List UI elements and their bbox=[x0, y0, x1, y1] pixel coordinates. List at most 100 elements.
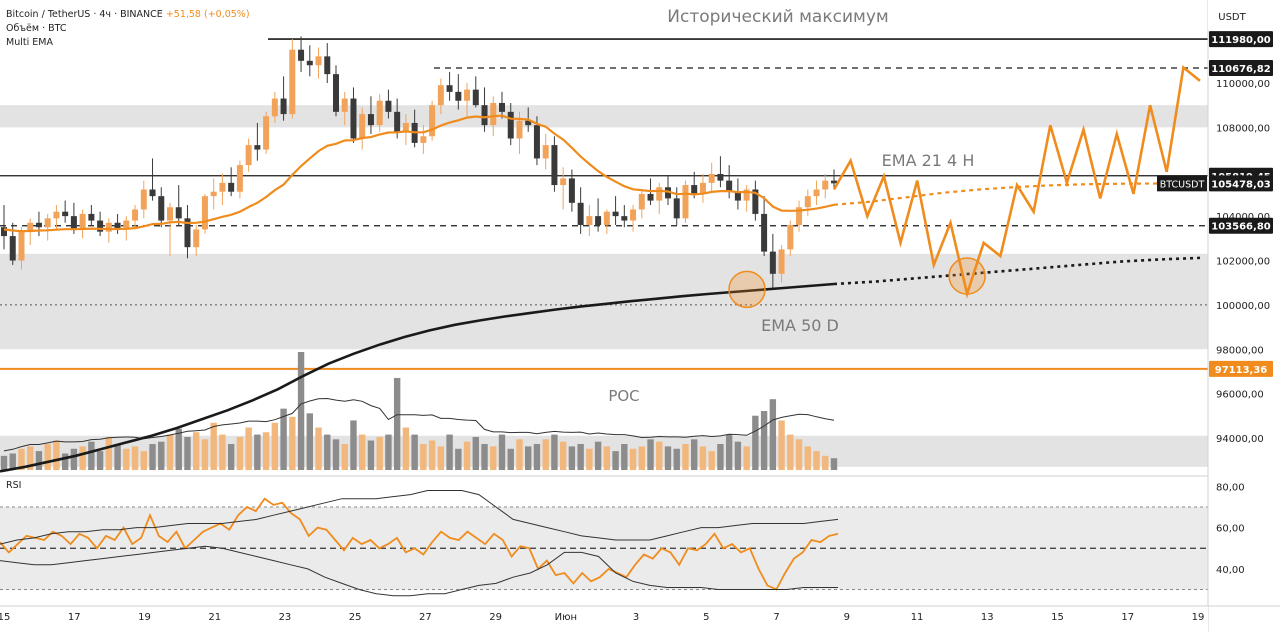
candle-body bbox=[481, 105, 488, 126]
volume-bar bbox=[822, 455, 829, 470]
time-tick-label: 19 bbox=[138, 612, 151, 623]
candle-body bbox=[350, 98, 357, 139]
candle-body bbox=[778, 249, 785, 274]
candle-body bbox=[385, 100, 392, 112]
volume-bar bbox=[201, 439, 209, 470]
volume-bar bbox=[385, 434, 392, 470]
volume-bar bbox=[70, 448, 78, 470]
candle-body bbox=[193, 229, 200, 248]
volume-bar bbox=[53, 440, 60, 470]
volume-bar bbox=[105, 436, 113, 470]
volume-bar bbox=[376, 436, 383, 470]
candle-body bbox=[27, 222, 34, 232]
candle-body bbox=[813, 189, 820, 197]
candle-body bbox=[769, 251, 776, 274]
candle-body bbox=[271, 98, 278, 117]
volume-bar bbox=[542, 439, 549, 470]
volume-bar bbox=[402, 427, 410, 470]
volume-bar bbox=[603, 446, 611, 470]
volume-bar bbox=[437, 446, 445, 470]
volume-bar bbox=[813, 451, 820, 470]
candle-body bbox=[682, 185, 689, 219]
volume-bar bbox=[114, 444, 121, 470]
level-tag-current bbox=[1209, 175, 1273, 192]
time-tick-label: 13 bbox=[981, 612, 994, 623]
candle-body bbox=[603, 211, 610, 225]
volume-bar bbox=[691, 439, 698, 470]
volume-bar bbox=[44, 444, 51, 470]
candle-body bbox=[804, 196, 811, 208]
volume-bar bbox=[123, 448, 130, 470]
volume-bar bbox=[795, 439, 803, 470]
candle-body bbox=[796, 207, 803, 225]
time-tick-label: 23 bbox=[279, 612, 292, 623]
candle-body bbox=[315, 56, 322, 66]
volume-bar bbox=[656, 441, 663, 470]
volume-bar bbox=[778, 420, 785, 470]
price-tick-label: 102000,00 bbox=[1216, 257, 1270, 268]
candle-body bbox=[586, 216, 593, 225]
candle-body bbox=[341, 98, 348, 112]
chart-legend: Bitcoin / TetherUS · 4ч · BINANCE +51,58… bbox=[6, 8, 250, 50]
volume-bar bbox=[315, 427, 322, 470]
time-tick-label: 17 bbox=[68, 612, 81, 623]
candle-body bbox=[306, 60, 313, 66]
candle-body bbox=[516, 120, 523, 139]
candle-body bbox=[289, 49, 296, 115]
candle-body bbox=[691, 185, 698, 194]
rsi-legend: RSI bbox=[6, 480, 22, 491]
candle-body bbox=[699, 182, 706, 194]
candle-body bbox=[499, 102, 505, 112]
price-zone-0 bbox=[0, 105, 1208, 128]
candle-body bbox=[708, 173, 715, 183]
candle-body bbox=[752, 189, 759, 214]
price-axis-bg bbox=[1208, 0, 1280, 632]
rsi-tick-label: 80,00 bbox=[1216, 482, 1245, 493]
volume-bar bbox=[184, 436, 191, 470]
volume-bar bbox=[149, 444, 156, 470]
volume-bar bbox=[516, 439, 523, 470]
candle-body bbox=[79, 213, 86, 230]
volume-bar bbox=[140, 451, 147, 470]
candle-body bbox=[140, 189, 147, 210]
volume-bar bbox=[629, 448, 637, 470]
candle-body bbox=[726, 180, 733, 192]
volume-bar bbox=[367, 440, 375, 470]
candle-body bbox=[228, 182, 235, 192]
currency-label: USDT bbox=[1218, 12, 1246, 23]
candle-body bbox=[525, 120, 532, 126]
candle-body bbox=[490, 102, 497, 126]
volume-bar bbox=[350, 420, 357, 470]
volume-bar bbox=[446, 434, 453, 470]
price-tick-label: 98000,00 bbox=[1216, 345, 1264, 356]
candle-body bbox=[263, 116, 270, 150]
volume-bar bbox=[411, 434, 418, 470]
candle-body bbox=[44, 218, 51, 228]
volume-bar bbox=[708, 451, 715, 470]
candle-body bbox=[446, 85, 453, 92]
forecast-path bbox=[832, 65, 1201, 299]
time-tick-label: 11 bbox=[911, 612, 924, 623]
volume-bar bbox=[166, 434, 174, 470]
volume-bar bbox=[760, 411, 768, 470]
volume-bar bbox=[752, 415, 759, 470]
candle-body bbox=[621, 216, 628, 221]
ticker-badge-label: BTCUSDT bbox=[1160, 179, 1205, 190]
candle-body bbox=[201, 196, 208, 230]
volume-bar bbox=[79, 446, 86, 470]
candle-body bbox=[149, 189, 156, 197]
ema21-annotation: EMA 21 4 H bbox=[882, 151, 975, 170]
volume-bar bbox=[699, 446, 707, 470]
volume-bar bbox=[193, 432, 200, 470]
level-tag-poc bbox=[1209, 360, 1273, 377]
price-tick-label: 108000,00 bbox=[1216, 123, 1270, 134]
volume-bar bbox=[332, 439, 340, 470]
candle-body bbox=[542, 145, 549, 159]
candle-body bbox=[245, 145, 252, 166]
time-tick-label: 9 bbox=[844, 612, 850, 623]
volume-bar bbox=[490, 446, 497, 470]
volume-bar bbox=[289, 416, 296, 470]
ema50-projection-line bbox=[833, 256, 1203, 286]
